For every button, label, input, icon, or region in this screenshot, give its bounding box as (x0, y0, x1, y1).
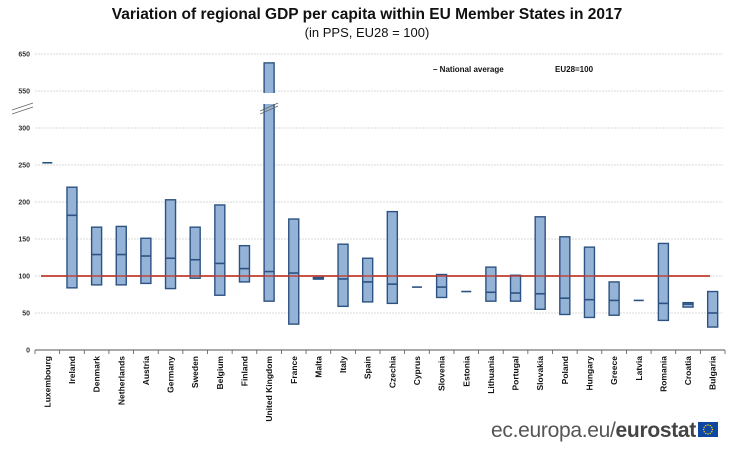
axis-break-mark (11, 102, 34, 111)
x-tick-label: Denmark (92, 356, 102, 393)
range-bar-france (288, 218, 300, 325)
range-bar-netherlands (115, 225, 127, 286)
range-bar-bulgaria (706, 290, 719, 328)
range-bar-lithuania (485, 266, 497, 302)
axis-break-mark (11, 106, 34, 115)
chart-subtitle: (in PPS, EU28 = 100) (304, 25, 430, 40)
range-bar-denmark (90, 226, 103, 286)
x-tick-label: Finland (239, 356, 249, 386)
y-tick-label: 200 (18, 200, 30, 207)
range-bar-sweden (189, 226, 201, 279)
bar-break-mark (259, 105, 279, 115)
y-tick-label: 650 (18, 52, 30, 59)
x-tick-label: Poland (560, 356, 570, 384)
x-tick-label: Ireland (67, 356, 77, 384)
x-tick-label: Romania (658, 356, 668, 392)
y-tick-label: 0 (26, 348, 30, 355)
x-tick-label: Lithuania (486, 356, 496, 394)
range-bar-spain (361, 257, 374, 303)
range-bar-hungary (583, 246, 596, 319)
footer-brand: eurostat (615, 419, 697, 442)
x-tick-label: Croatia (683, 356, 693, 386)
x-tick-label: France (289, 356, 299, 384)
eurostat-url[interactable]: ec.europa.eu/eurostat (491, 419, 696, 443)
y-tick-label: 550 (18, 89, 30, 96)
x-tick-label: Netherlands (116, 356, 126, 405)
x-tick-label: Italy (338, 356, 348, 373)
y-tick-label: 50 (22, 311, 30, 318)
x-tick-label: Latvia (634, 356, 644, 381)
x-tick-label: Slovakia (535, 356, 545, 391)
x-tick-label: Slovenia (437, 356, 447, 391)
x-tick-label: United Kingdom (264, 356, 274, 422)
eu-flag-icon (698, 422, 718, 437)
x-tick-label: Belgium (215, 356, 225, 390)
range-bar-romania (657, 242, 670, 322)
y-tick-label: 300 (18, 126, 30, 133)
x-tick-label: Estonia (461, 356, 471, 387)
range-bar-italy (337, 243, 349, 308)
footer-prefix: ec.europa.eu/ (491, 419, 616, 442)
x-tick-label: Sweden (190, 356, 200, 388)
x-tick-label: Spain (363, 356, 373, 379)
range-bar-ireland (66, 186, 78, 289)
range-bar-slovakia (534, 216, 546, 311)
range-bar-czechia (386, 210, 399, 305)
x-tick-label: Luxembourg (42, 356, 52, 407)
bar-break-gap (263, 93, 276, 104)
x-tick-label: Cyprus (412, 356, 422, 386)
legend-national-average: – National average (433, 65, 504, 74)
x-tick-label: Germany (166, 356, 176, 393)
range-bar-united-kingdom (263, 62, 275, 302)
x-tick-label: Greece (609, 356, 619, 385)
y-tick-label: 150 (18, 237, 30, 244)
range-bar-greece (608, 281, 620, 316)
legend-eu-reference: EU28=100 (555, 65, 594, 74)
x-tick-label: Malta (313, 356, 323, 378)
range-bar-austria (140, 237, 152, 285)
chart-title: Variation of regional GDP per capita wit… (111, 6, 623, 23)
y-tick-label: 100 (18, 274, 30, 281)
x-tick-label: Czechia (387, 356, 397, 388)
range-bar-germany (164, 199, 177, 290)
y-tick-label: 250 (18, 163, 30, 170)
x-tick-label: Portugal (511, 356, 521, 390)
bar-break-mark (259, 102, 279, 112)
range-bar-finland (238, 244, 251, 283)
range-bar-portugal (509, 274, 522, 302)
x-tick-label: Bulgaria (708, 356, 718, 390)
range-bar-slovenia (435, 273, 448, 299)
x-tick-label: Austria (141, 356, 151, 386)
range-bar-belgium (214, 204, 226, 296)
x-tick-label: Hungary (584, 356, 594, 391)
